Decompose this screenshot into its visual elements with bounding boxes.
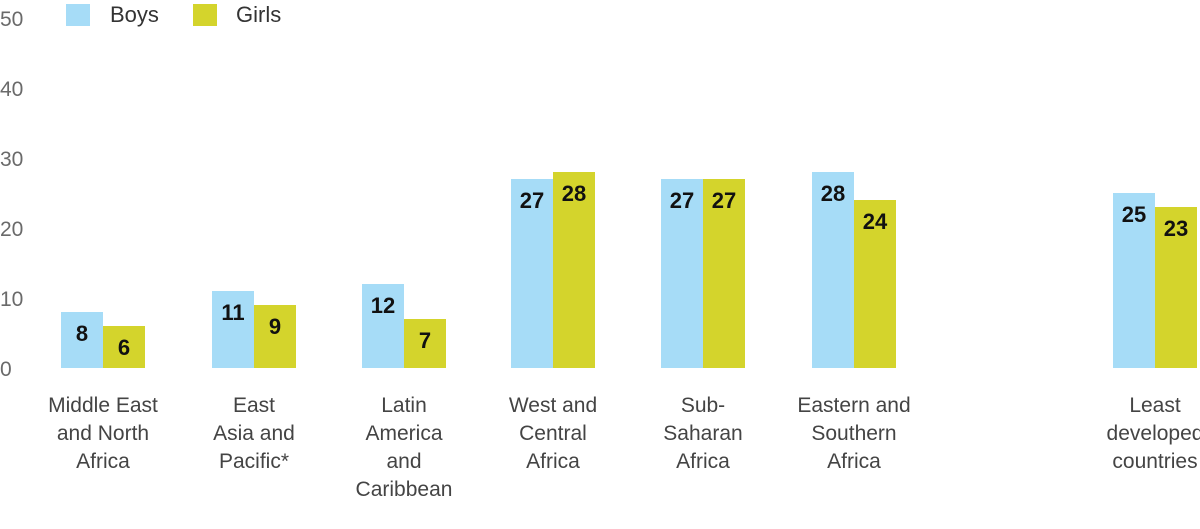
category-label: Asia and	[213, 422, 295, 445]
category-label: Pacific*	[219, 450, 289, 473]
legend: Boys Girls	[66, 2, 281, 27]
bar-boys	[812, 172, 854, 368]
category-label: America	[365, 422, 442, 445]
category-label: West and	[509, 394, 597, 417]
legend-label-boys: Boys	[110, 2, 159, 27]
data-label: 7	[419, 328, 431, 353]
category-label: Central	[519, 422, 587, 445]
y-axis: 0 10 20 30 40 50	[0, 8, 23, 381]
category-label: Southern	[811, 422, 896, 445]
category-label: and North	[57, 422, 149, 445]
data-label: 27	[520, 188, 544, 213]
bar-boys	[661, 179, 703, 368]
legend-swatch-girls	[193, 4, 217, 26]
category-label: Caribbean	[356, 478, 453, 501]
y-tick-label: 40	[0, 78, 23, 101]
data-label: 24	[863, 209, 888, 234]
data-label: 11	[221, 300, 244, 325]
bar-girls	[254, 305, 296, 368]
category-label: Sub-	[681, 394, 725, 417]
category-label: Latin	[381, 394, 427, 417]
bar-girls	[1155, 207, 1197, 368]
bar-girls	[103, 326, 145, 368]
data-label: 12	[371, 293, 395, 318]
bar-boys	[362, 284, 404, 368]
bar-girls	[703, 179, 745, 368]
bar-girls	[553, 172, 595, 368]
data-label: 6	[118, 335, 130, 360]
bar-boys	[511, 179, 553, 368]
bar-girls	[404, 319, 446, 368]
category-label: Middle East	[48, 394, 158, 417]
bar-boys	[212, 291, 254, 368]
category-label: Africa	[526, 450, 580, 473]
category-label: developed	[1107, 422, 1200, 445]
bar-boys	[1113, 193, 1155, 368]
category-label: and	[386, 450, 421, 473]
y-tick-label: 50	[0, 8, 23, 31]
category-label: countries	[1112, 450, 1197, 473]
bar-boys	[61, 312, 103, 368]
y-tick-label: 30	[0, 148, 23, 171]
category-label: Africa	[827, 450, 881, 473]
data-label: 23	[1164, 216, 1188, 241]
data-label: 27	[712, 188, 736, 213]
category-label: Least	[1129, 394, 1181, 417]
bars: 8 11 12 27 27 28 25 6 9 7 28 27 24 23	[61, 172, 1197, 368]
category-label: Africa	[676, 450, 730, 473]
category-label: Africa	[76, 450, 130, 473]
data-label: 28	[821, 181, 845, 206]
y-tick-label: 20	[0, 218, 23, 241]
category-label: East	[233, 394, 275, 417]
bar-girls	[854, 200, 896, 368]
y-tick-label: 10	[0, 288, 23, 311]
data-label: 8	[76, 321, 88, 346]
category-label: Saharan	[663, 422, 742, 445]
data-label: 9	[269, 314, 281, 339]
data-label: 28	[562, 181, 586, 206]
data-label: 25	[1122, 202, 1146, 227]
category-label: Eastern and	[797, 394, 910, 417]
category-labels: Middle East and North Africa East Asia and Pa…	[48, 394, 1200, 501]
legend-label-girls: Girls	[236, 2, 281, 27]
y-tick-label: 0	[0, 358, 12, 381]
data-label: 27	[670, 188, 694, 213]
legend-swatch-boys	[66, 4, 90, 26]
